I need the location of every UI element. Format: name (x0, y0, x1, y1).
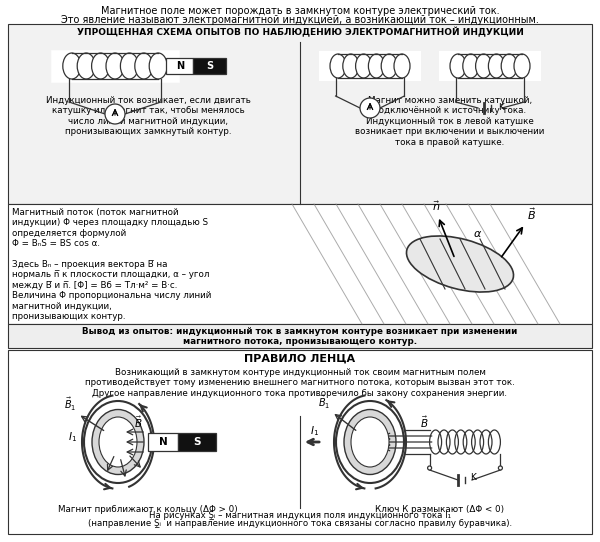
Text: Это явление называют электромагнитной индукцией, а возникающий ток – индукционны: Это явление называют электромагнитной ин… (61, 15, 539, 25)
Text: Магнитное поле может порождать в замкнутом контуре электрический ток.: Магнитное поле может порождать в замкнут… (101, 6, 499, 16)
Text: УПРОЩЕННАЯ СХЕМА ОПЫТОВ ПО НАБЛЮДЕНИЮ ЭЛЕКТРОМАГНИТНОЙ ИНДУКЦИИ: УПРОЩЕННАЯ СХЕМА ОПЫТОВ ПО НАБЛЮДЕНИЮ ЭЛ… (77, 27, 523, 37)
Text: A: A (367, 102, 373, 112)
Text: ПРАВИЛО ЛЕНЦА: ПРАВИЛО ЛЕНЦА (244, 354, 356, 364)
Bar (8, 24, 592, 204)
Circle shape (105, 104, 125, 124)
Text: A: A (112, 108, 118, 118)
Circle shape (360, 98, 380, 118)
Text: $\vec{B}$: $\vec{B}$ (527, 207, 536, 222)
Text: Вывод из опытов: индукционный ток в замкнутом контуре возникает при изменении
ма: Вывод из опытов: индукционный ток в замк… (82, 327, 518, 346)
Circle shape (499, 466, 502, 470)
Ellipse shape (368, 54, 385, 78)
Text: Индукционный ток возникает, если двигать
катушку или магнит так, чтобы менялось
: Индукционный ток возникает, если двигать… (46, 96, 250, 136)
Text: $I_1$: $I_1$ (68, 430, 77, 444)
Ellipse shape (99, 417, 137, 467)
Bar (166, 58, 193, 74)
Text: Возникающий в замкнутом контуре индукционный ток своим магнитным полем
противоде: Возникающий в замкнутом контуре индукцио… (85, 368, 515, 398)
Ellipse shape (121, 53, 139, 79)
Ellipse shape (488, 54, 505, 78)
Bar (8, 204, 592, 324)
Text: N: N (176, 61, 184, 71)
Bar (8, 350, 592, 534)
Bar (8, 324, 592, 348)
Ellipse shape (330, 54, 346, 78)
Text: S: S (193, 437, 201, 447)
Ellipse shape (84, 401, 152, 483)
Ellipse shape (406, 236, 514, 292)
Ellipse shape (92, 410, 144, 474)
Text: K: K (470, 474, 476, 482)
Ellipse shape (344, 410, 396, 474)
Text: N: N (158, 437, 167, 447)
Ellipse shape (343, 54, 359, 78)
Ellipse shape (106, 53, 124, 79)
Text: (направление Ṣ̲ᵢ  и направление индукционного тока связаны согласно правилу бура: (направление Ṣ̲ᵢ и направление индукцион… (88, 519, 512, 528)
Text: $\vec{n}$: $\vec{n}$ (431, 199, 440, 213)
Bar (178, 433, 216, 451)
Ellipse shape (476, 54, 491, 78)
Ellipse shape (381, 54, 397, 78)
Text: Ключ К размыкают (ΔΦ < 0): Ключ К размыкают (ΔΦ < 0) (376, 506, 505, 514)
Ellipse shape (501, 54, 517, 78)
Text: Магнит можно заменить катушкой,
подключённой к источнику тока.
Индукционный ток : Магнит можно заменить катушкой, подключё… (355, 96, 545, 146)
Text: Магнитный поток (поток магнитной
индукции) Φ через площадку площадью S
определяе: Магнитный поток (поток магнитной индукци… (12, 208, 211, 321)
Bar (193, 58, 226, 74)
Ellipse shape (63, 53, 81, 79)
Text: $\vec{B}_1$: $\vec{B}_1$ (318, 393, 331, 411)
Ellipse shape (135, 53, 153, 79)
Text: $\vec{B}$: $\vec{B}$ (134, 415, 142, 430)
Ellipse shape (92, 53, 110, 79)
Text: S: S (206, 61, 213, 71)
Text: $\alpha$: $\alpha$ (473, 229, 482, 239)
Circle shape (428, 466, 431, 470)
Ellipse shape (450, 54, 466, 78)
Text: Магнит приближают к кольцу (ΔΦ > 0): Магнит приближают к кольцу (ΔΦ > 0) (58, 506, 238, 514)
Ellipse shape (394, 54, 410, 78)
Ellipse shape (514, 54, 530, 78)
Text: $I_1$: $I_1$ (310, 424, 319, 438)
Ellipse shape (77, 53, 95, 79)
Ellipse shape (351, 417, 389, 467)
Text: На рисунках Ṣ̲ᵢ – магнитная индукция поля индукционного тока I₁: На рисунках Ṣ̲ᵢ – магнитная индукция пол… (149, 512, 451, 520)
Text: $\vec{B}_1$: $\vec{B}_1$ (64, 396, 76, 413)
Ellipse shape (356, 54, 371, 78)
Text: K: K (498, 104, 504, 113)
Ellipse shape (336, 401, 404, 483)
Ellipse shape (149, 53, 167, 79)
Text: $\vec{B}$: $\vec{B}$ (420, 415, 428, 430)
Bar (148, 433, 178, 451)
Ellipse shape (463, 54, 479, 78)
